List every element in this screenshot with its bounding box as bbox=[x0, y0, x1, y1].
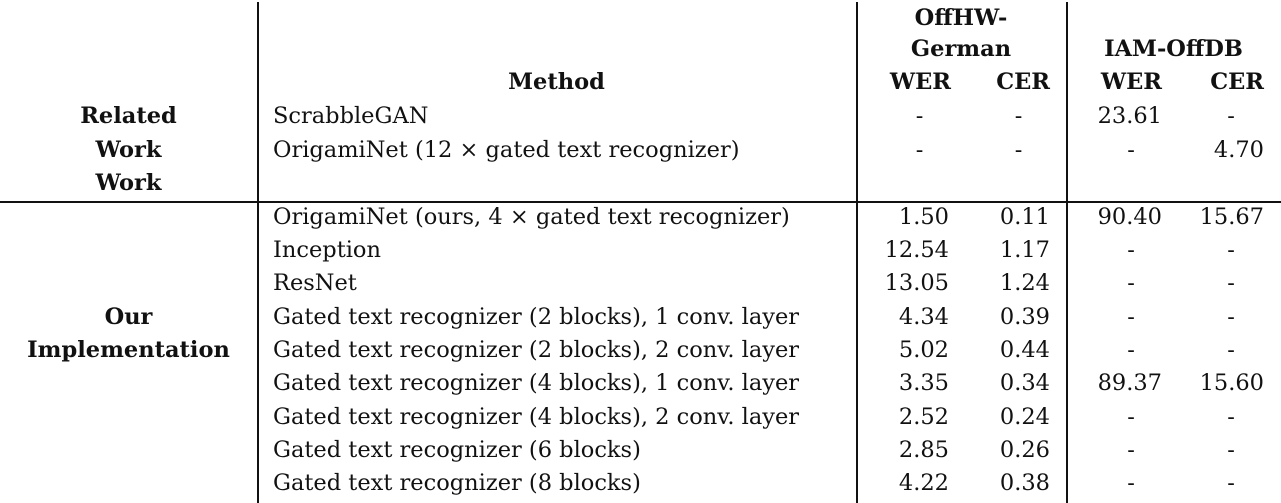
cell-offhw-cer: 0.11 bbox=[999, 204, 1050, 230]
header-offhw-wer: WER bbox=[889, 69, 951, 95]
header-iam-cer: CER bbox=[1210, 69, 1264, 95]
cell-offhw-wer: - bbox=[915, 137, 924, 163]
header-offhw-line1: OffHW- bbox=[914, 5, 1008, 31]
cell-iam-wer: - bbox=[1127, 304, 1135, 330]
cell-iam-cer: 15.60 bbox=[1199, 370, 1264, 396]
cell-offhw-cer: 0.34 bbox=[999, 370, 1050, 396]
cell-iam-wer: - bbox=[1127, 437, 1135, 463]
cell-offhw-wer: 4.34 bbox=[898, 304, 949, 330]
cell-offhw-wer: 5.02 bbox=[898, 337, 949, 363]
section-label-related-3: Work bbox=[95, 170, 162, 196]
cell-iam-wer: - bbox=[1127, 404, 1135, 430]
cell-method: Gated text recognizer (2 blocks), 2 conv… bbox=[273, 337, 800, 363]
cell-method: ResNet bbox=[273, 270, 357, 296]
cell-method: Gated text recognizer (4 blocks), 1 conv… bbox=[273, 370, 800, 396]
cell-method: Gated text recognizer (2 blocks), 1 conv… bbox=[273, 304, 800, 330]
cell-iam-wer: 23.61 bbox=[1097, 103, 1162, 129]
cell-iam-cer: - bbox=[1227, 304, 1235, 330]
section-label-ours-1: Our bbox=[104, 304, 153, 330]
section-label-related-2: Work bbox=[95, 137, 162, 163]
cell-method: Gated text recognizer (8 blocks) bbox=[273, 470, 641, 496]
cell-offhw-wer: 2.85 bbox=[898, 437, 949, 463]
cell-iam-cer: 4.70 bbox=[1213, 137, 1264, 163]
cell-iam-wer: 90.40 bbox=[1097, 204, 1162, 230]
cell-iam-wer: - bbox=[1127, 137, 1135, 163]
offhw-column-rule bbox=[856, 2, 858, 503]
cell-method: Inception bbox=[273, 237, 381, 263]
cell-offhw-cer: 0.24 bbox=[999, 404, 1050, 430]
header-offhw-line2: German bbox=[910, 36, 1012, 62]
header-iam-wer: WER bbox=[1100, 69, 1162, 95]
cell-offhw-cer: 0.44 bbox=[999, 337, 1050, 363]
iam-column-rule bbox=[1066, 2, 1068, 503]
cell-offhw-wer: - bbox=[915, 103, 924, 129]
cell-iam-cer: - bbox=[1227, 237, 1235, 263]
section-label-ours-2: Implementation bbox=[27, 337, 230, 363]
cell-method: ScrabbleGAN bbox=[273, 103, 429, 129]
cell-iam-cer: - bbox=[1227, 270, 1235, 296]
cell-iam-cer: - bbox=[1227, 404, 1235, 430]
cell-iam-wer: - bbox=[1127, 337, 1135, 363]
cell-method: OrigamiNet (ours, 4 × gated text recogni… bbox=[273, 204, 790, 230]
cell-offhw-cer: 1.24 bbox=[999, 270, 1050, 296]
cell-iam-wer: - bbox=[1127, 270, 1135, 296]
cell-offhw-wer: 1.50 bbox=[898, 204, 949, 230]
cell-offhw-cer: 0.38 bbox=[999, 470, 1050, 496]
header-offhw-cer: CER bbox=[996, 69, 1050, 95]
cell-method: Gated text recognizer (4 blocks), 2 conv… bbox=[273, 404, 800, 430]
cell-offhw-cer: 0.39 bbox=[999, 304, 1050, 330]
cell-method: Gated text recognizer (6 blocks) bbox=[273, 437, 641, 463]
cell-iam-cer: 15.67 bbox=[1199, 204, 1264, 230]
header-method: Method bbox=[508, 69, 605, 95]
cell-iam-wer: - bbox=[1127, 470, 1135, 496]
cell-offhw-wer: 12.54 bbox=[884, 237, 949, 263]
cell-method: OrigamiNet (12 × gated text recognizer) bbox=[273, 137, 740, 163]
cell-offhw-cer: - bbox=[1014, 103, 1023, 129]
method-column-rule bbox=[257, 2, 259, 503]
cell-iam-cer: - bbox=[1227, 437, 1235, 463]
cell-offhw-wer: 3.35 bbox=[898, 370, 949, 396]
header-iam: IAM-OffDB bbox=[1104, 36, 1243, 62]
cell-offhw-wer: 4.22 bbox=[898, 470, 949, 496]
cell-offhw-cer: 1.17 bbox=[999, 237, 1050, 263]
section-divider bbox=[0, 201, 1281, 203]
cell-iam-cer: - bbox=[1227, 103, 1235, 129]
cell-iam-cer: - bbox=[1227, 470, 1235, 496]
cell-offhw-wer: 13.05 bbox=[884, 270, 949, 296]
cell-iam-cer: - bbox=[1227, 337, 1235, 363]
cell-offhw-cer: 0.26 bbox=[999, 437, 1050, 463]
cell-iam-wer: - bbox=[1127, 237, 1135, 263]
cell-offhw-wer: 2.52 bbox=[898, 404, 949, 430]
cell-iam-wer: 89.37 bbox=[1097, 370, 1162, 396]
cell-offhw-cer: - bbox=[1014, 137, 1023, 163]
section-label-related-1: Related bbox=[80, 103, 177, 129]
